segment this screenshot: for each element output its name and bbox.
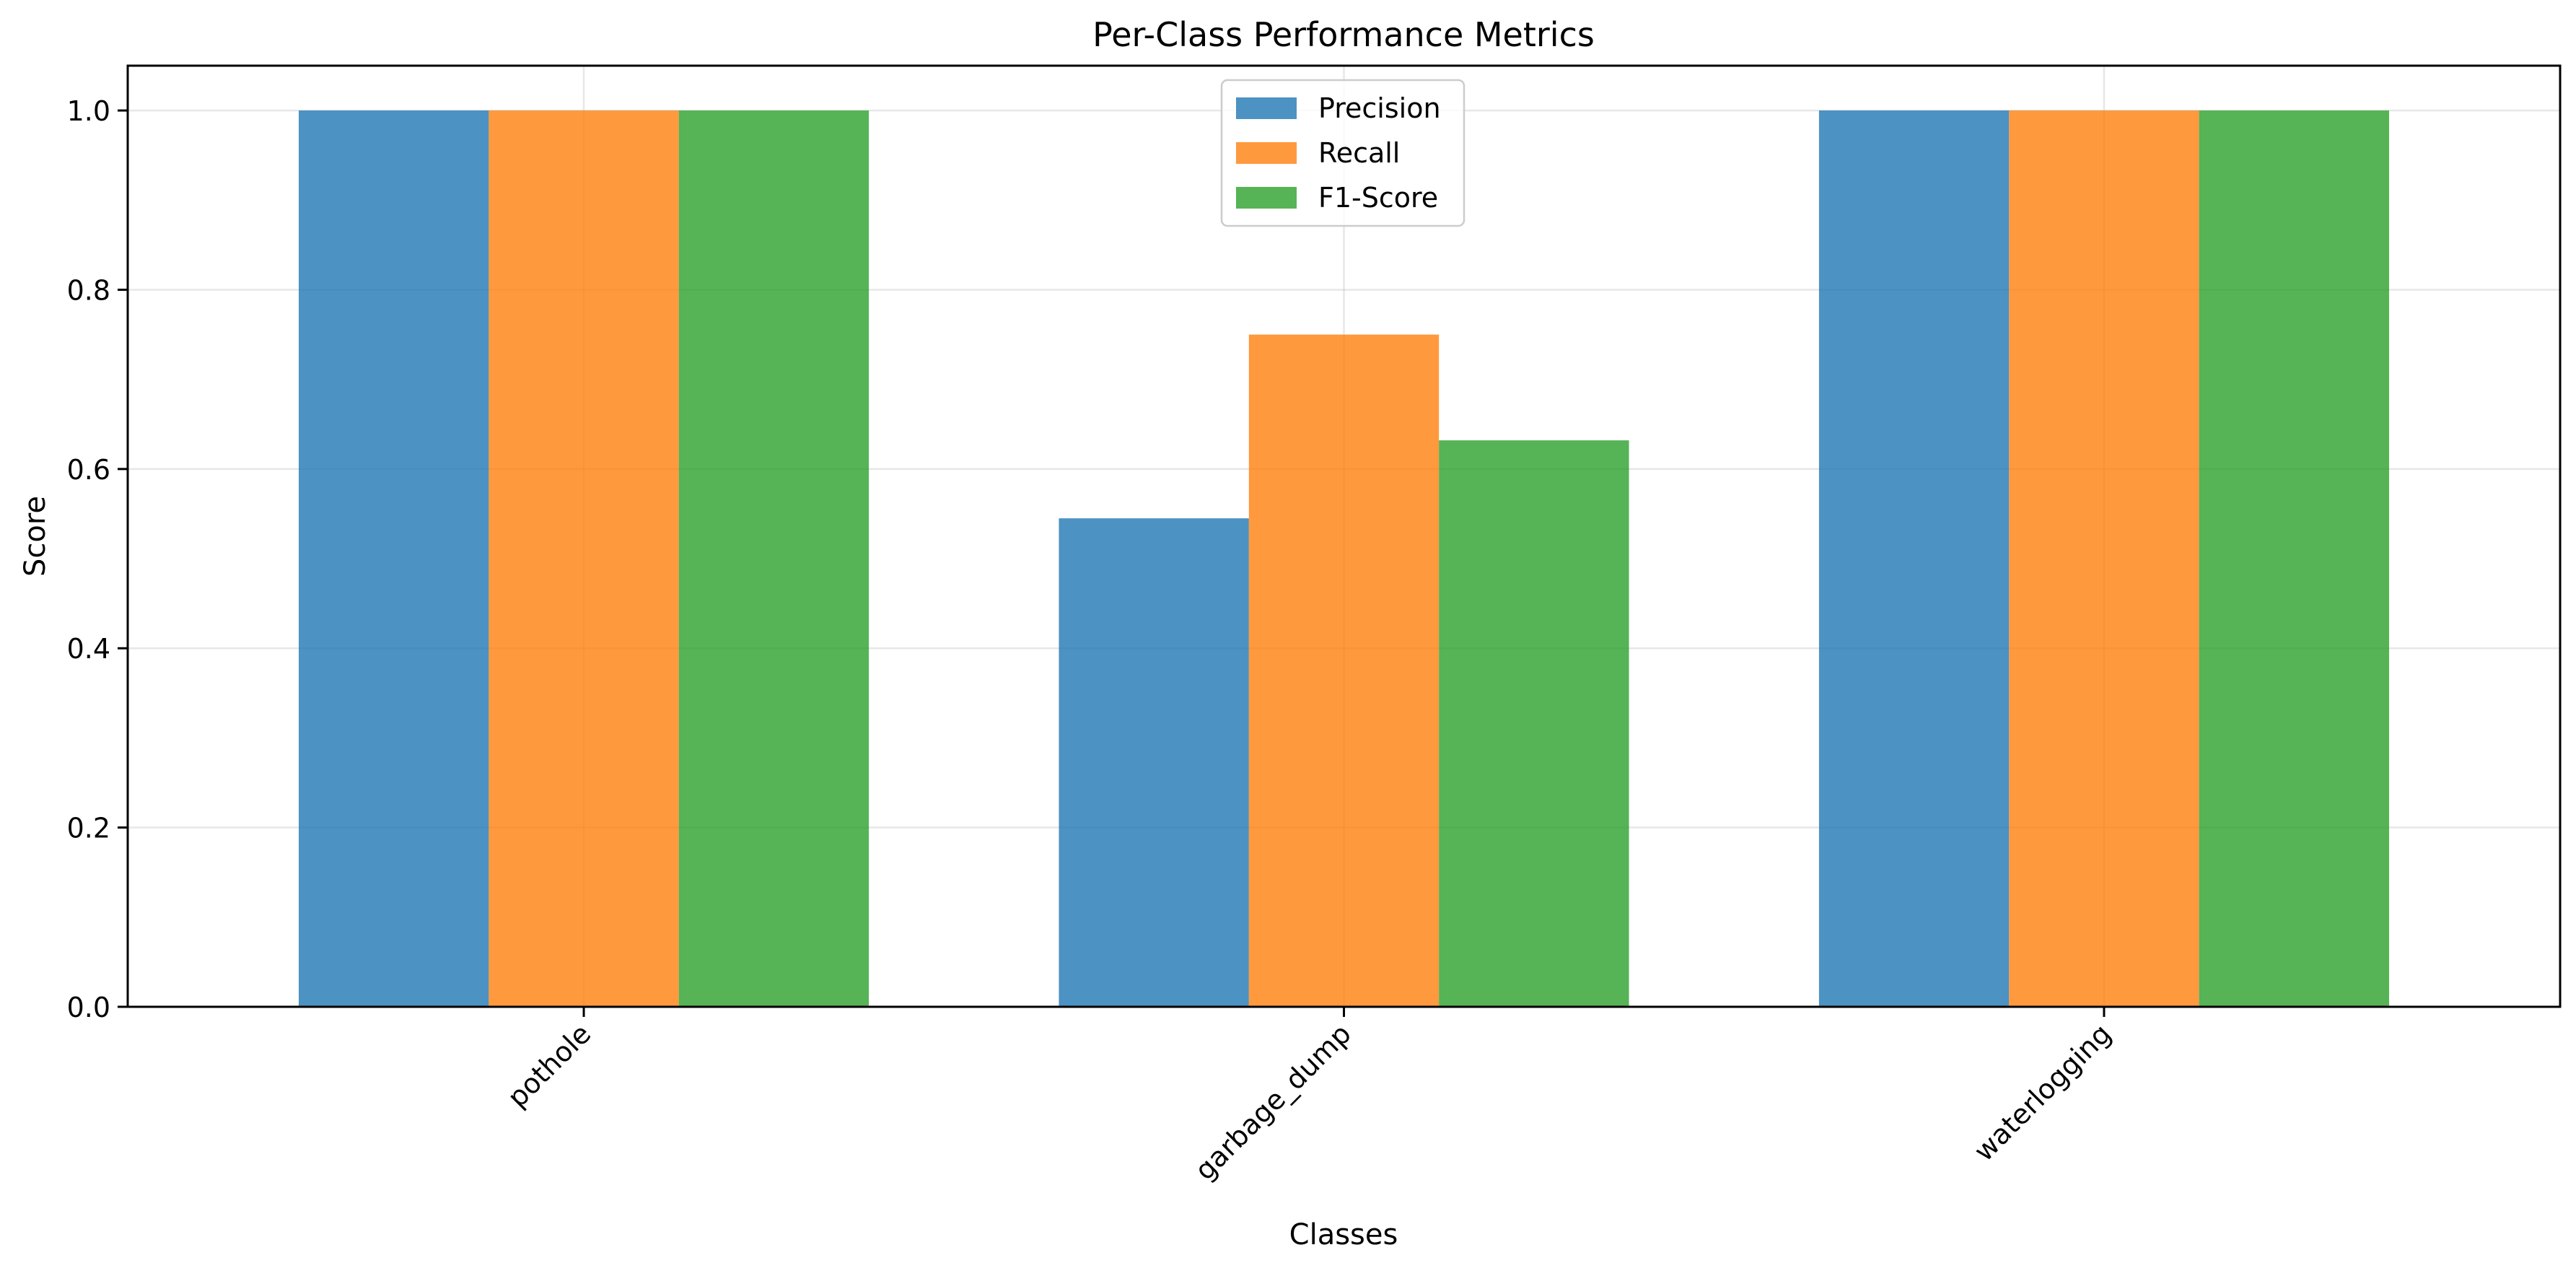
legend: Precision Recall F1-Score: [1220, 79, 1466, 227]
legend-swatch-precision: [1236, 97, 1297, 119]
legend-label: F1-Score: [1318, 182, 1438, 214]
bar-garbage_dump-recall: [1248, 334, 1440, 1008]
x-axis-label: Classes: [1289, 1218, 1398, 1251]
bar-waterlogging-f1-score: [2199, 110, 2389, 1008]
bar-pothole-precision: [299, 110, 489, 1008]
bar-pothole-f1-score: [678, 110, 869, 1008]
legend-swatch-f1-score: [1236, 187, 1297, 209]
y-tick-label: 0.4: [67, 633, 110, 665]
legend-swatch-recall: [1236, 142, 1297, 164]
y-tick-label: 0.8: [67, 274, 110, 306]
y-axis-ticks: 0.0 0.2 0.4 0.6 0.8 1.0: [67, 95, 128, 1023]
bar-garbage_dump-f1-score: [1439, 440, 1629, 1007]
bar-garbage_dump-precision: [1059, 518, 1249, 1007]
bar-waterlogging-recall: [2009, 110, 2199, 1008]
x-tick-label: garbage_dump: [1188, 1018, 1357, 1187]
bar-pothole-recall: [489, 110, 679, 1008]
legend-label: Recall: [1318, 137, 1400, 169]
y-axis-label: Score: [19, 496, 52, 577]
y-tick-label: 0.6: [67, 454, 110, 486]
bars: [299, 110, 2389, 1008]
y-tick-label: 1.0: [67, 95, 110, 127]
legend-label: Precision: [1318, 92, 1441, 124]
x-axis-ticks: pothole garbage_dump waterlogging: [501, 1007, 2117, 1187]
x-tick-label: pothole: [501, 1018, 597, 1114]
chart-title: Per-Class Performance Metrics: [1092, 15, 1595, 54]
x-tick-label: waterlogging: [1968, 1018, 2117, 1167]
y-tick-label: 0.2: [67, 813, 110, 844]
bar-waterlogging-precision: [1818, 110, 2010, 1008]
y-tick-label: 0.0: [67, 992, 110, 1023]
